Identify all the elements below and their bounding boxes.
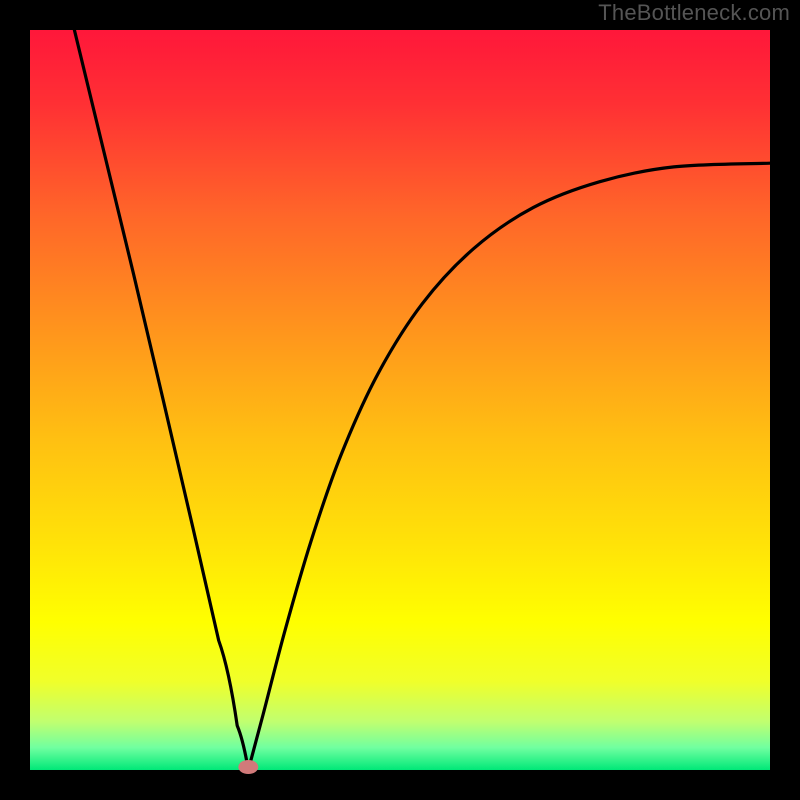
watermark-text: TheBottleneck.com	[598, 0, 790, 26]
chart-svg	[0, 0, 800, 800]
chart-container: TheBottleneck.com	[0, 0, 800, 800]
bottleneck-marker	[238, 760, 258, 774]
chart-gradient-background	[30, 30, 770, 770]
